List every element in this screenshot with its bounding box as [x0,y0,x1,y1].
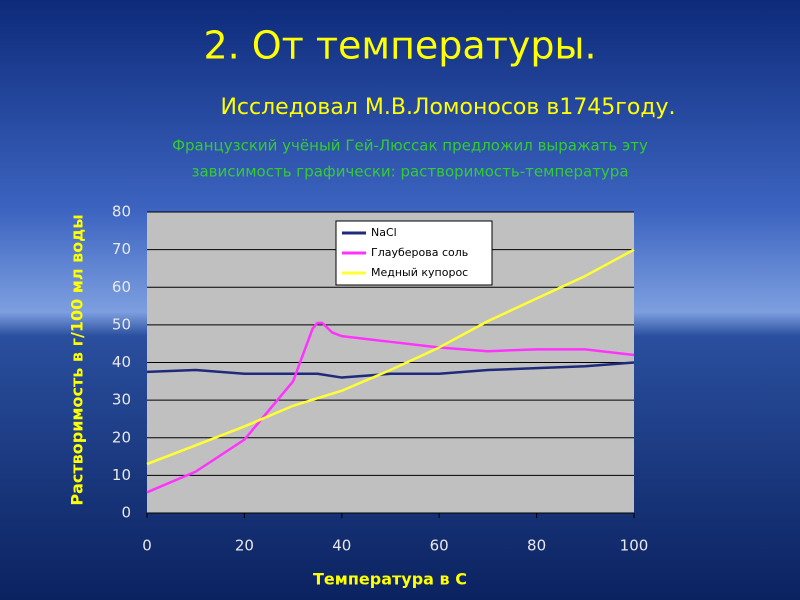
y-tick-label: 40 [112,353,131,371]
legend-label: NaCl [371,226,397,239]
title: 2. От температуры. [203,24,596,68]
y-tick-label: 70 [112,240,131,258]
y-tick-label: 0 [121,504,131,522]
y-axis-title: Растворимость в г/100 мл воды [68,214,87,505]
x-tick-label: 80 [527,537,546,555]
subtitle: Исследовал М.В.Ломоносов в1745году. [220,95,675,120]
y-tick-label: 10 [112,466,131,484]
data-line [146,321,635,494]
x-tick-label: 0 [142,537,152,555]
data-line [146,361,635,379]
y-tick-label: 20 [112,428,131,446]
x-tick-label: 20 [235,537,254,555]
y-tick-label: 30 [112,391,131,409]
note: Французский учёный Гей-Люссак предложил … [172,137,648,155]
y-tick-label: 80 [112,203,131,221]
x-axis-title: Температура в С [313,570,467,589]
legend-label: Глауберова соль [371,246,468,259]
y-tick-label: 50 [112,315,131,333]
data-line [146,248,635,466]
legend-label: Медный купорос [371,266,468,279]
x-tick-label: 100 [620,537,649,555]
x-tick-label: 40 [332,537,351,555]
x-tick-label: 60 [430,537,449,555]
y-tick-label: 60 [112,278,131,296]
note: зависимость графически: растворимость-те… [191,163,628,181]
